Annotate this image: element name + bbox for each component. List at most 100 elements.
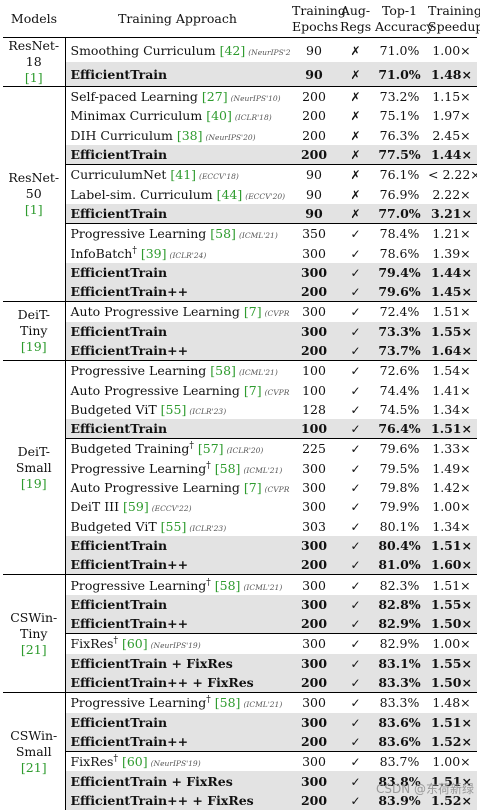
cross-icon: ✗ [350, 206, 361, 221]
aug-regs-cell: ✓ [338, 555, 373, 575]
accuracy-cell: 73.3% [373, 321, 426, 341]
citation-ref: [7] [243, 480, 262, 496]
watermark: CSDN @东荷新绿 [375, 782, 474, 796]
approach-name: EfficientTrain [70, 323, 168, 339]
approach-cell: Budgeted ViT [55] (ICLR'23) [65, 400, 290, 419]
approach-cell: EfficientTrain++ [65, 731, 290, 752]
speedup-cell: 1.44× [426, 144, 477, 165]
approach-name: EfficientTrain [70, 421, 168, 437]
venue-label: (NeurIPS'20) [205, 132, 256, 142]
citation-ref: [58] [210, 226, 236, 242]
table-row: FixRes† [60] (NeurIPS'19) 300 ✓ 83.7% 1.00× [3, 751, 477, 772]
venue-label: (ICLR'18) [234, 113, 272, 123]
check-icon: ✓ [350, 246, 361, 261]
accuracy-cell: 71.0% [373, 62, 426, 87]
epochs-cell: 300 [302, 480, 326, 496]
model-ref: [19] [20, 339, 47, 355]
venue-label: (NeurIPS'19) [150, 641, 201, 651]
aug-regs-cell: ✗ [338, 86, 373, 107]
venue-label: (ICML'21) [238, 231, 278, 241]
epochs-cell: 100 [290, 419, 338, 439]
approach-cell: Progressive Learning† [58] (ICML'21) [65, 574, 290, 595]
speedup-cell: 1.00× [426, 751, 477, 772]
accuracy-cell: 78.6% [379, 245, 420, 261]
speedup-cell: 1.34× [432, 518, 471, 534]
accuracy-cell: 79.4% [373, 262, 426, 282]
epochs-cell: 300 [290, 633, 338, 654]
epochs-cell: 200 [290, 144, 338, 165]
approach-cell: DIH Curriculum [38] (NeurIPS'20) [65, 126, 290, 145]
approach-cell: EfficientTrain++ [65, 340, 290, 361]
approach-cell: Auto Progressive Learning [7](CVPR'22) [65, 301, 290, 322]
check-icon: ✓ [350, 578, 361, 593]
epochs-cell: 90 [290, 62, 338, 87]
epochs-cell: 200 [290, 86, 338, 107]
citation-ref: [58] [214, 695, 241, 711]
epochs-cell: 200 [290, 281, 338, 302]
accuracy-cell: 72.6% [373, 360, 426, 381]
venue-label: (NeurIPS'19) [150, 759, 201, 769]
model-cell: CSWin-Small [21] [3, 692, 66, 810]
accuracy-cell: 83.1% [373, 653, 426, 673]
table-row: EfficientTrain++ 200 ✓ 79.6% 1.45× [3, 281, 477, 302]
citation-ref: [60] [121, 636, 148, 652]
speedup-cell: 1.60× [426, 555, 477, 575]
accuracy-cell: 79.8% [379, 480, 420, 496]
approach-name: EfficientTrain [70, 66, 168, 82]
approach-name: Progressive Learning [70, 695, 207, 711]
dagger-mark: † [206, 460, 211, 471]
aug-regs-cell: ✓ [338, 380, 373, 399]
header-epochs: Training Epochs [290, 0, 346, 38]
speedup-cell: 1.51× [426, 419, 477, 439]
check-icon: ✓ [350, 227, 361, 242]
table-row: EfficientTrain 90 ✗ 71.0% 1.48× [3, 62, 477, 87]
table-row: CurriculumNet [41] (ECCV'18) 90 ✗ 76.1% < 2.2… [3, 164, 477, 185]
aug-regs-cell: ✗ [338, 164, 373, 185]
check-icon: ✓ [350, 715, 361, 730]
table-row: EfficientTrain 300 ✓ 80.4% 1.51× [3, 535, 477, 556]
aug-regs-cell: ✓ [338, 692, 373, 713]
approach-cell: CurriculumNet [41] (ECCV'18) [65, 164, 290, 185]
check-icon: ✓ [350, 305, 361, 320]
citation-ref: [60] [121, 754, 148, 770]
approach-cell: Progressive Learning† [58] (ICML'21) [65, 459, 290, 478]
model-ref: [21] [20, 641, 47, 657]
accuracy-cell: 73.2% [373, 86, 426, 107]
table-row: Budgeted Training† [57] (ICLR'20) 225 ✓ 79.6… [3, 438, 477, 459]
accuracy-cell: 79.9% [379, 499, 420, 515]
approach-cell: EfficientTrain + FixRes [65, 653, 290, 673]
epochs-cell: 100 [302, 382, 326, 398]
approach-name: Auto Progressive Learning [70, 382, 240, 398]
table-row: DeiT-Small [19] Progressive Learning [58](… [3, 360, 477, 575]
speedup-cell: 1.97× [432, 108, 471, 124]
speedup-cell: 1.50× [426, 672, 477, 693]
speedup-cell: 2.22× [432, 186, 471, 202]
aug-regs-cell: ✓ [338, 574, 373, 595]
dagger-mark: † [132, 245, 137, 256]
accuracy-cell: 79.6% [373, 438, 426, 459]
epochs-cell: 300 [302, 460, 326, 476]
check-icon: ✓ [350, 500, 361, 515]
accuracy-cell: 79.6% [373, 281, 426, 302]
check-icon: ✓ [350, 656, 361, 671]
citation-ref: [57] [197, 441, 224, 457]
aug-regs-cell: ✓ [338, 419, 373, 439]
approach-name: InfoBatch [70, 245, 133, 261]
accuracy-cell: 81.0% [373, 555, 426, 575]
epochs-cell: 200 [290, 614, 338, 634]
aug-regs-cell: ✓ [338, 243, 373, 262]
check-icon: ✓ [350, 696, 361, 711]
speedup-cell: 1.64× [426, 340, 477, 361]
table-row: EfficientTrain++ + FixRes 200 ✓ 83.3% 1.50× [3, 672, 477, 693]
epochs-cell: 300 [290, 771, 338, 791]
check-icon: ✓ [350, 324, 361, 339]
epochs-cell: 300 [302, 499, 326, 515]
accuracy-cell: 72.4% [373, 301, 426, 322]
epochs-cell: 90 [306, 186, 322, 202]
epochs-cell: 90 [290, 203, 338, 224]
venue-label: (ICLR'23) [189, 523, 227, 533]
approach-name: Progressive Learning [70, 226, 207, 242]
speedup-cell: 1.51× [426, 301, 477, 322]
check-icon: ✓ [350, 461, 361, 476]
approach-name: EfficientTrain++ [70, 284, 189, 300]
